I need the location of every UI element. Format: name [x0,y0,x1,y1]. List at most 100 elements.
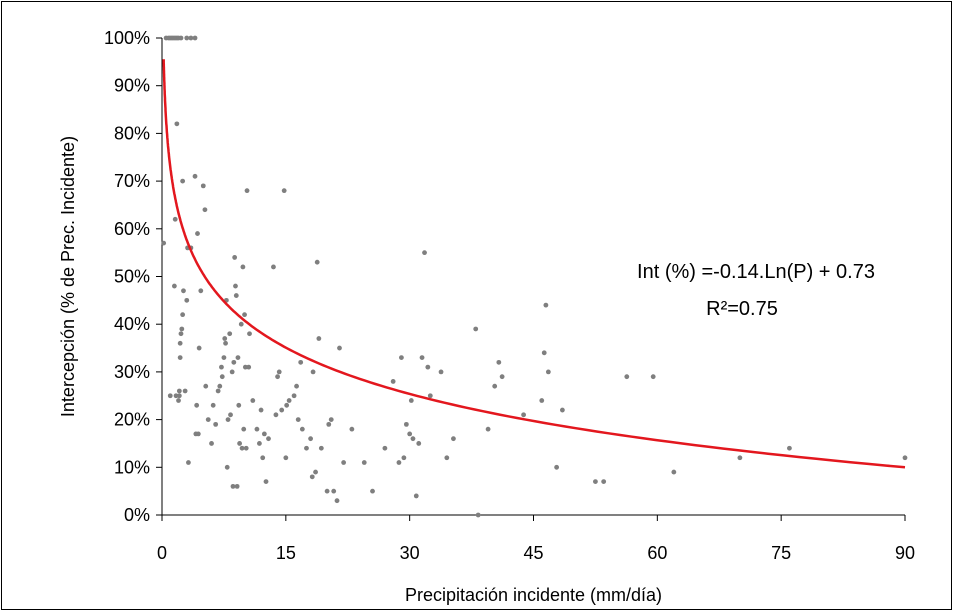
data-point [195,431,201,437]
data-point [235,355,241,360]
data-point [396,460,402,465]
data-point [224,464,230,470]
data-point [416,441,422,446]
data-point [539,398,545,403]
data-point [737,455,743,461]
data-point [419,355,425,360]
data-point [241,426,247,432]
r-squared-annotation: R²=0.75 [706,298,778,320]
data-point [334,498,340,504]
data-point [173,393,179,399]
data-point [192,35,198,41]
data-point [543,302,549,308]
x-tick-label: 60 [647,543,667,563]
data-point [485,426,491,432]
data-point [215,388,221,394]
data-point [410,436,416,442]
data-point [310,369,316,375]
data-point [181,288,186,294]
x-tick-label: 30 [400,543,420,563]
data-point [230,483,236,489]
data-point [521,412,526,418]
data-point [239,445,245,451]
data-point [232,255,238,260]
data-point [192,173,198,179]
data-point [304,445,309,451]
data-point [178,331,184,337]
data-point [326,421,332,427]
data-point [276,369,282,375]
y-tick-label: 90% [114,76,150,96]
data-point [209,441,214,446]
data-point [275,374,280,380]
data-point [279,407,285,413]
data-point [316,336,322,341]
data-point [161,240,167,246]
x-tick-label: 45 [523,543,543,563]
data-point [228,412,233,418]
data-point [361,460,367,465]
data-point [331,488,337,494]
data-point [236,402,242,408]
data-point [286,398,292,403]
data-point [261,431,267,437]
data-point [263,479,269,485]
y-tick-label: 40% [114,314,150,334]
data-point [473,326,479,332]
data-point [257,441,262,446]
data-point [244,188,250,194]
data-point [198,288,204,294]
data-point [314,259,320,265]
y-tick-label: 10% [114,457,150,477]
data-point [172,216,178,222]
y-tick-label: 30% [114,362,150,382]
data-point [178,35,184,41]
data-point [408,398,414,403]
data-point [174,121,180,127]
data-point [177,340,183,346]
data-point [176,398,181,403]
data-point [541,350,547,356]
data-point [283,455,289,461]
data-point [299,426,305,432]
y-tick-label: 70% [114,171,150,191]
data-point [171,283,177,289]
data-point [195,231,200,236]
data-point [203,383,209,389]
data-point [176,388,182,394]
data-point [242,364,248,370]
data-point [260,455,266,461]
y-tick-labels: 0% 10% 20% 30% 40% 50% 60% 70% 80% 90% 100% [104,28,150,525]
x-tick-label: 75 [771,543,791,563]
data-point [234,483,240,489]
axes [156,37,906,521]
data-point [281,188,287,194]
y-tick-label: 60% [114,219,150,239]
data-point [179,326,185,332]
x-tick-label: 0 [157,543,167,563]
data-point [370,488,375,494]
data-point [390,379,396,384]
data-point [223,340,228,346]
data-point [427,393,433,399]
data-point [271,264,276,270]
data-point [217,383,223,389]
data-point [200,183,206,189]
data-point [213,421,219,427]
data-point [349,426,355,432]
x-axis-title: Precipitación incidente (mm/día) [405,585,662,605]
data-point [624,374,630,380]
data-point [650,374,656,380]
data-point [176,393,182,399]
data-point [233,283,238,289]
equation-annotation: Int (%) =-0.14.Ln(P) + 0.73 [637,261,875,283]
data-point [298,359,304,365]
data-point [210,402,216,408]
data-point [787,445,792,451]
data-point [313,469,318,475]
y-tick-label: 0% [124,505,150,525]
y-tick-label: 100% [104,28,150,48]
y-tick-label: 80% [114,123,150,143]
data-point [403,421,409,427]
